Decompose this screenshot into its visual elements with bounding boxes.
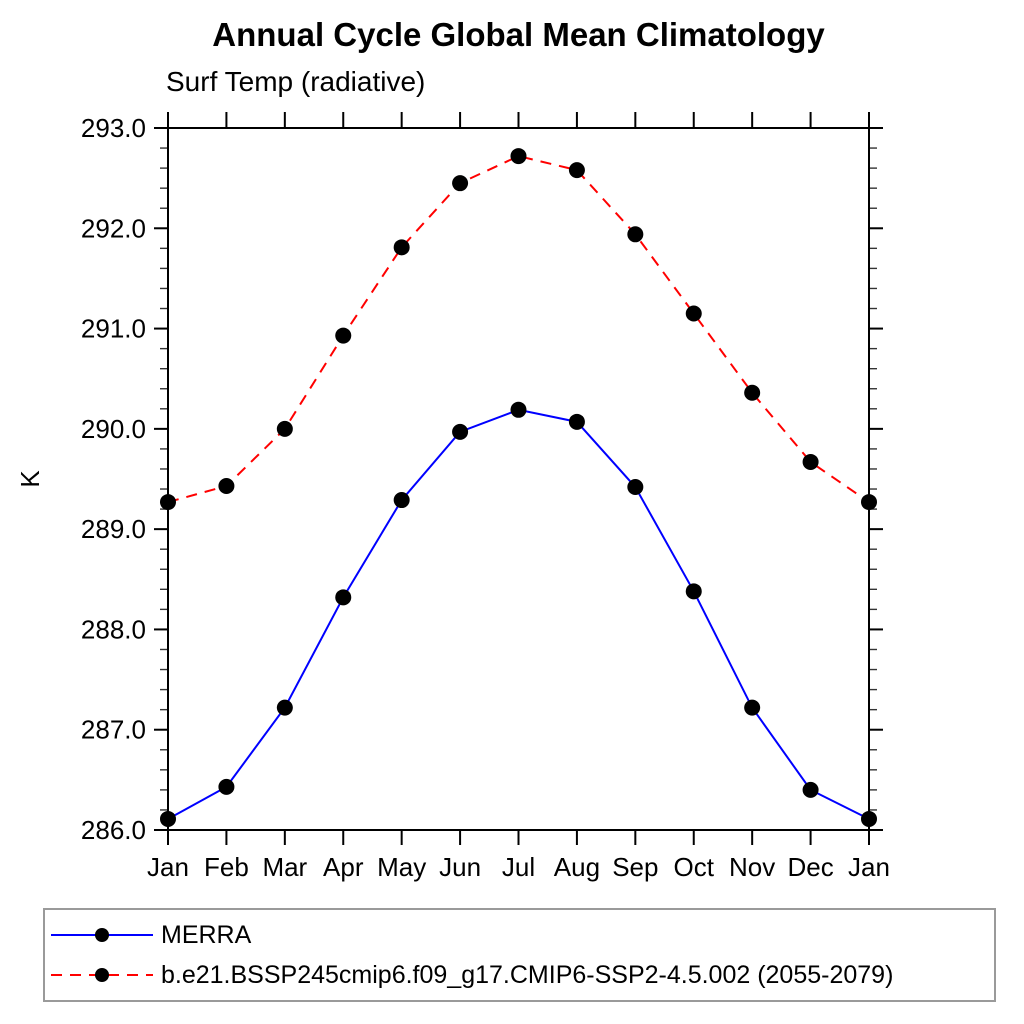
legend-sample-marker bbox=[95, 968, 109, 982]
data-point bbox=[335, 589, 352, 606]
data-point bbox=[568, 413, 585, 430]
data-point bbox=[452, 175, 469, 192]
legend-item-merra: MERRA bbox=[49, 915, 994, 955]
data-point bbox=[160, 494, 176, 511]
chart-title: Annual Cycle Global Mean Climatology bbox=[212, 16, 825, 53]
legend-label-merra: MERRA bbox=[161, 920, 252, 949]
y-tick-label: 287.0 bbox=[81, 715, 146, 745]
data-point bbox=[744, 699, 761, 716]
data-point bbox=[393, 239, 410, 256]
data-point bbox=[276, 699, 293, 716]
y-tick-label: 286.0 bbox=[81, 815, 146, 845]
data-point bbox=[452, 423, 469, 440]
x-tick-label: Jan bbox=[848, 852, 890, 882]
x-tick-label: Apr bbox=[323, 852, 364, 882]
x-tick-label: Sep bbox=[612, 852, 658, 882]
data-point bbox=[685, 583, 702, 600]
series-line-0 bbox=[167, 408, 870, 820]
data-point bbox=[393, 492, 410, 509]
y-tick-label: 293.0 bbox=[81, 113, 146, 143]
data-point bbox=[685, 305, 702, 322]
x-tick-label: May bbox=[377, 852, 426, 882]
x-tick-label: Jul bbox=[502, 852, 535, 882]
legend-sample-marker bbox=[95, 928, 109, 942]
data-point bbox=[802, 453, 819, 470]
x-tick-label: Jun bbox=[439, 852, 481, 882]
y-tick-label: 290.0 bbox=[81, 414, 146, 444]
data-point bbox=[861, 494, 877, 511]
data-point bbox=[627, 226, 644, 243]
x-tick-label: Feb bbox=[204, 852, 249, 882]
x-tick-label: Oct bbox=[674, 852, 715, 882]
legend-line-sample-red bbox=[51, 968, 153, 982]
legend: MERRA b.e21.BSSP245cmip6.f09_g17.CMIP6-S… bbox=[43, 908, 996, 1002]
chart-subtitle: Surf Temp (radiative) bbox=[166, 66, 426, 97]
y-tick-label: 291.0 bbox=[81, 314, 146, 344]
data-point bbox=[160, 810, 176, 827]
data-point bbox=[802, 781, 819, 798]
data-point bbox=[218, 478, 235, 495]
data-point bbox=[276, 420, 293, 437]
legend-item-model: b.e21.BSSP245cmip6.f09_g17.CMIP6-SSP2-4.… bbox=[49, 955, 994, 995]
data-point bbox=[510, 401, 527, 418]
x-tick-label: Aug bbox=[554, 852, 600, 882]
legend-line-sample-blue bbox=[51, 928, 153, 942]
series-line-1 bbox=[167, 155, 870, 504]
data-point bbox=[627, 479, 644, 496]
data-point bbox=[861, 810, 877, 827]
data-point bbox=[744, 384, 761, 401]
x-tick-label: Mar bbox=[262, 852, 307, 882]
x-tick-label: Nov bbox=[729, 852, 775, 882]
data-point bbox=[335, 327, 352, 344]
x-tick-label: Dec bbox=[787, 852, 833, 882]
x-tick-label: Jan bbox=[147, 852, 189, 882]
plot-area: 286.0 287.0 288.0 289.0 290.0 291.0 292.0 293.0… bbox=[81, 112, 890, 882]
data-point bbox=[568, 162, 585, 179]
y-tick-label: 292.0 bbox=[81, 213, 146, 243]
data-point bbox=[510, 148, 527, 165]
legend-label-model: b.e21.BSSP245cmip6.f09_g17.CMIP6-SSP2-4.… bbox=[161, 960, 894, 989]
plot-frame bbox=[167, 127, 870, 831]
data-point bbox=[218, 778, 235, 795]
y-tick-label: 289.0 bbox=[81, 514, 146, 544]
y-tick-label: 288.0 bbox=[81, 614, 146, 644]
